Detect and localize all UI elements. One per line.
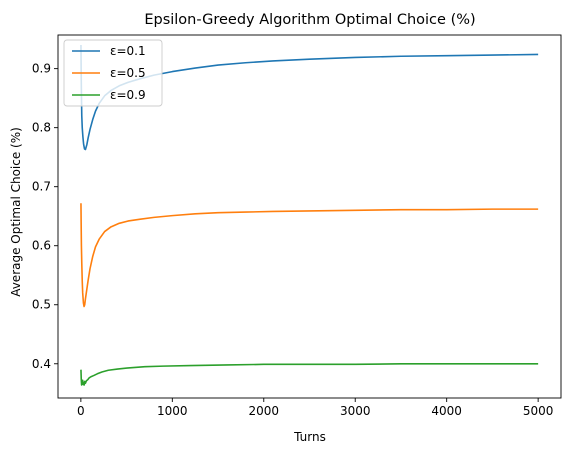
x-tick-label: 0	[77, 404, 85, 418]
y-axis-label: Average Optimal Choice (%)	[9, 127, 23, 297]
legend: ε=0.1 ε=0.5 ε=0.9	[63, 39, 163, 107]
x-tick-label: 5000	[523, 404, 554, 418]
x-axis-label: Turns	[293, 430, 326, 444]
legend-label-eps-0.5: ε=0.5	[110, 66, 146, 80]
y-tick-label: 0.9	[32, 62, 51, 76]
legend-label-eps-0.1: ε=0.1	[110, 44, 146, 58]
x-tick-label: 1000	[157, 404, 188, 418]
chart-title: Epsilon-Greedy Algorithm Optimal Choice …	[144, 12, 475, 28]
x-tick-label: 2000	[248, 404, 279, 418]
y-tick-label: 0.7	[32, 180, 51, 194]
y-tick-label: 0.6	[32, 239, 51, 253]
series-line-0.9	[80, 362, 539, 386]
x-tick-label: 3000	[340, 404, 371, 418]
y-tick-label: 0.5	[32, 298, 51, 312]
plot-frame	[57, 34, 562, 399]
legend-label-eps-0.9: ε=0.9	[110, 88, 146, 102]
y-tick-label: 0.8	[32, 121, 51, 135]
x-tick-label: 4000	[431, 404, 462, 418]
series-line-0.5	[80, 203, 539, 308]
legend-box	[63, 39, 163, 107]
tick-layer: 0 1000 2000 3000 4000 5000 0.4 0.5 0.6 0.7 0.8 0.9	[32, 62, 554, 418]
y-tick-label: 0.4	[32, 357, 51, 371]
